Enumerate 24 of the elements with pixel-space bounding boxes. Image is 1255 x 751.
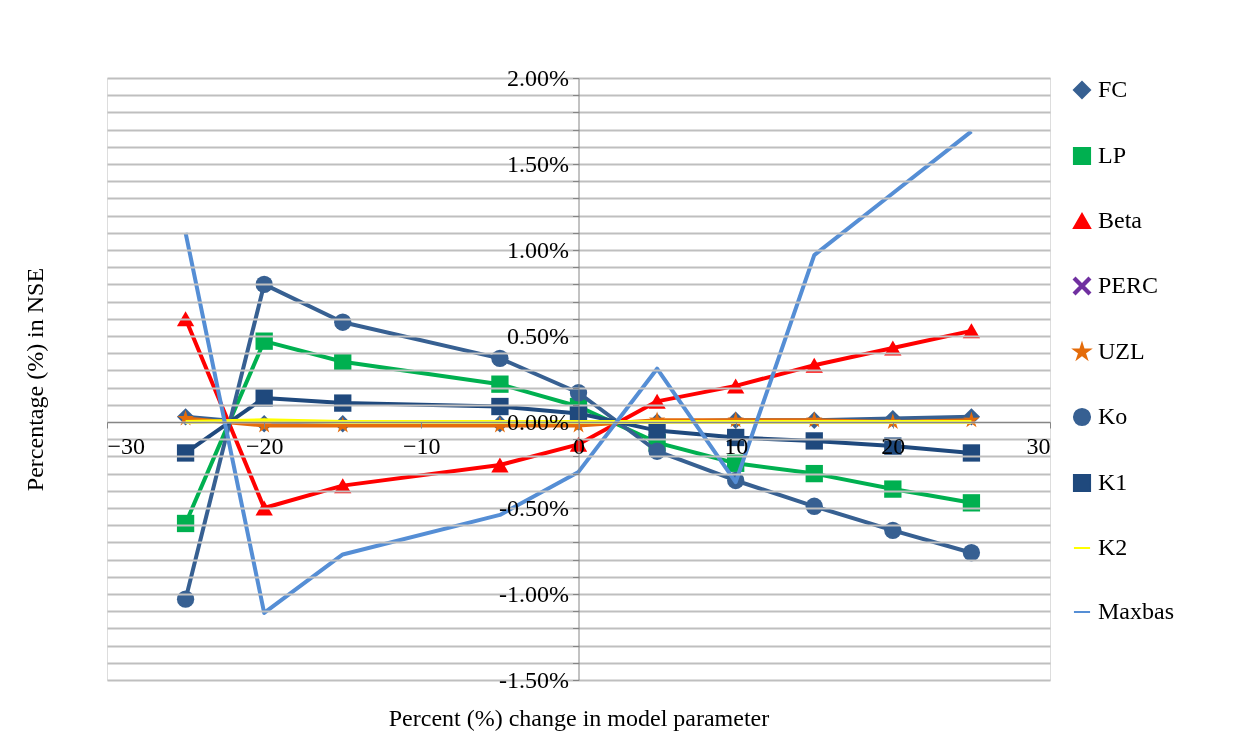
- legend-label: K2: [1098, 534, 1128, 560]
- y-tick-label: 1.00%: [507, 236, 569, 263]
- x-tick-label: −30: [107, 432, 146, 459]
- legend-label: Ko: [1098, 403, 1128, 429]
- y-tick-label: 0.50%: [507, 322, 569, 349]
- legend-label: FC: [1098, 76, 1128, 102]
- legend-label: Beta: [1098, 207, 1143, 233]
- x-axis-title: Percent (%) change in model parameter: [388, 704, 770, 731]
- line-series: [183, 129, 974, 615]
- legend-label: K1: [1098, 469, 1128, 495]
- x-tick-label: 30: [1026, 432, 1051, 459]
- legend-label: UZL: [1098, 338, 1145, 364]
- y-tick-label: 1.50%: [507, 150, 569, 177]
- y-tick-label: -1.00%: [499, 580, 570, 607]
- x-tick-label: −10: [403, 432, 441, 459]
- x-tick-label: 0: [573, 432, 585, 459]
- legend-label: Maxbas: [1098, 598, 1174, 624]
- x-tick-label: −20: [245, 432, 284, 459]
- y-axis-title: Percentage (%) in NSE: [21, 267, 48, 492]
- legend-label: PERC: [1098, 272, 1159, 298]
- y-tick-label: -1.50%: [499, 666, 570, 693]
- legend-label: LP: [1098, 142, 1127, 168]
- y-tick-label: 2.00%: [507, 64, 569, 91]
- y-tick-label: -0.50%: [499, 494, 570, 521]
